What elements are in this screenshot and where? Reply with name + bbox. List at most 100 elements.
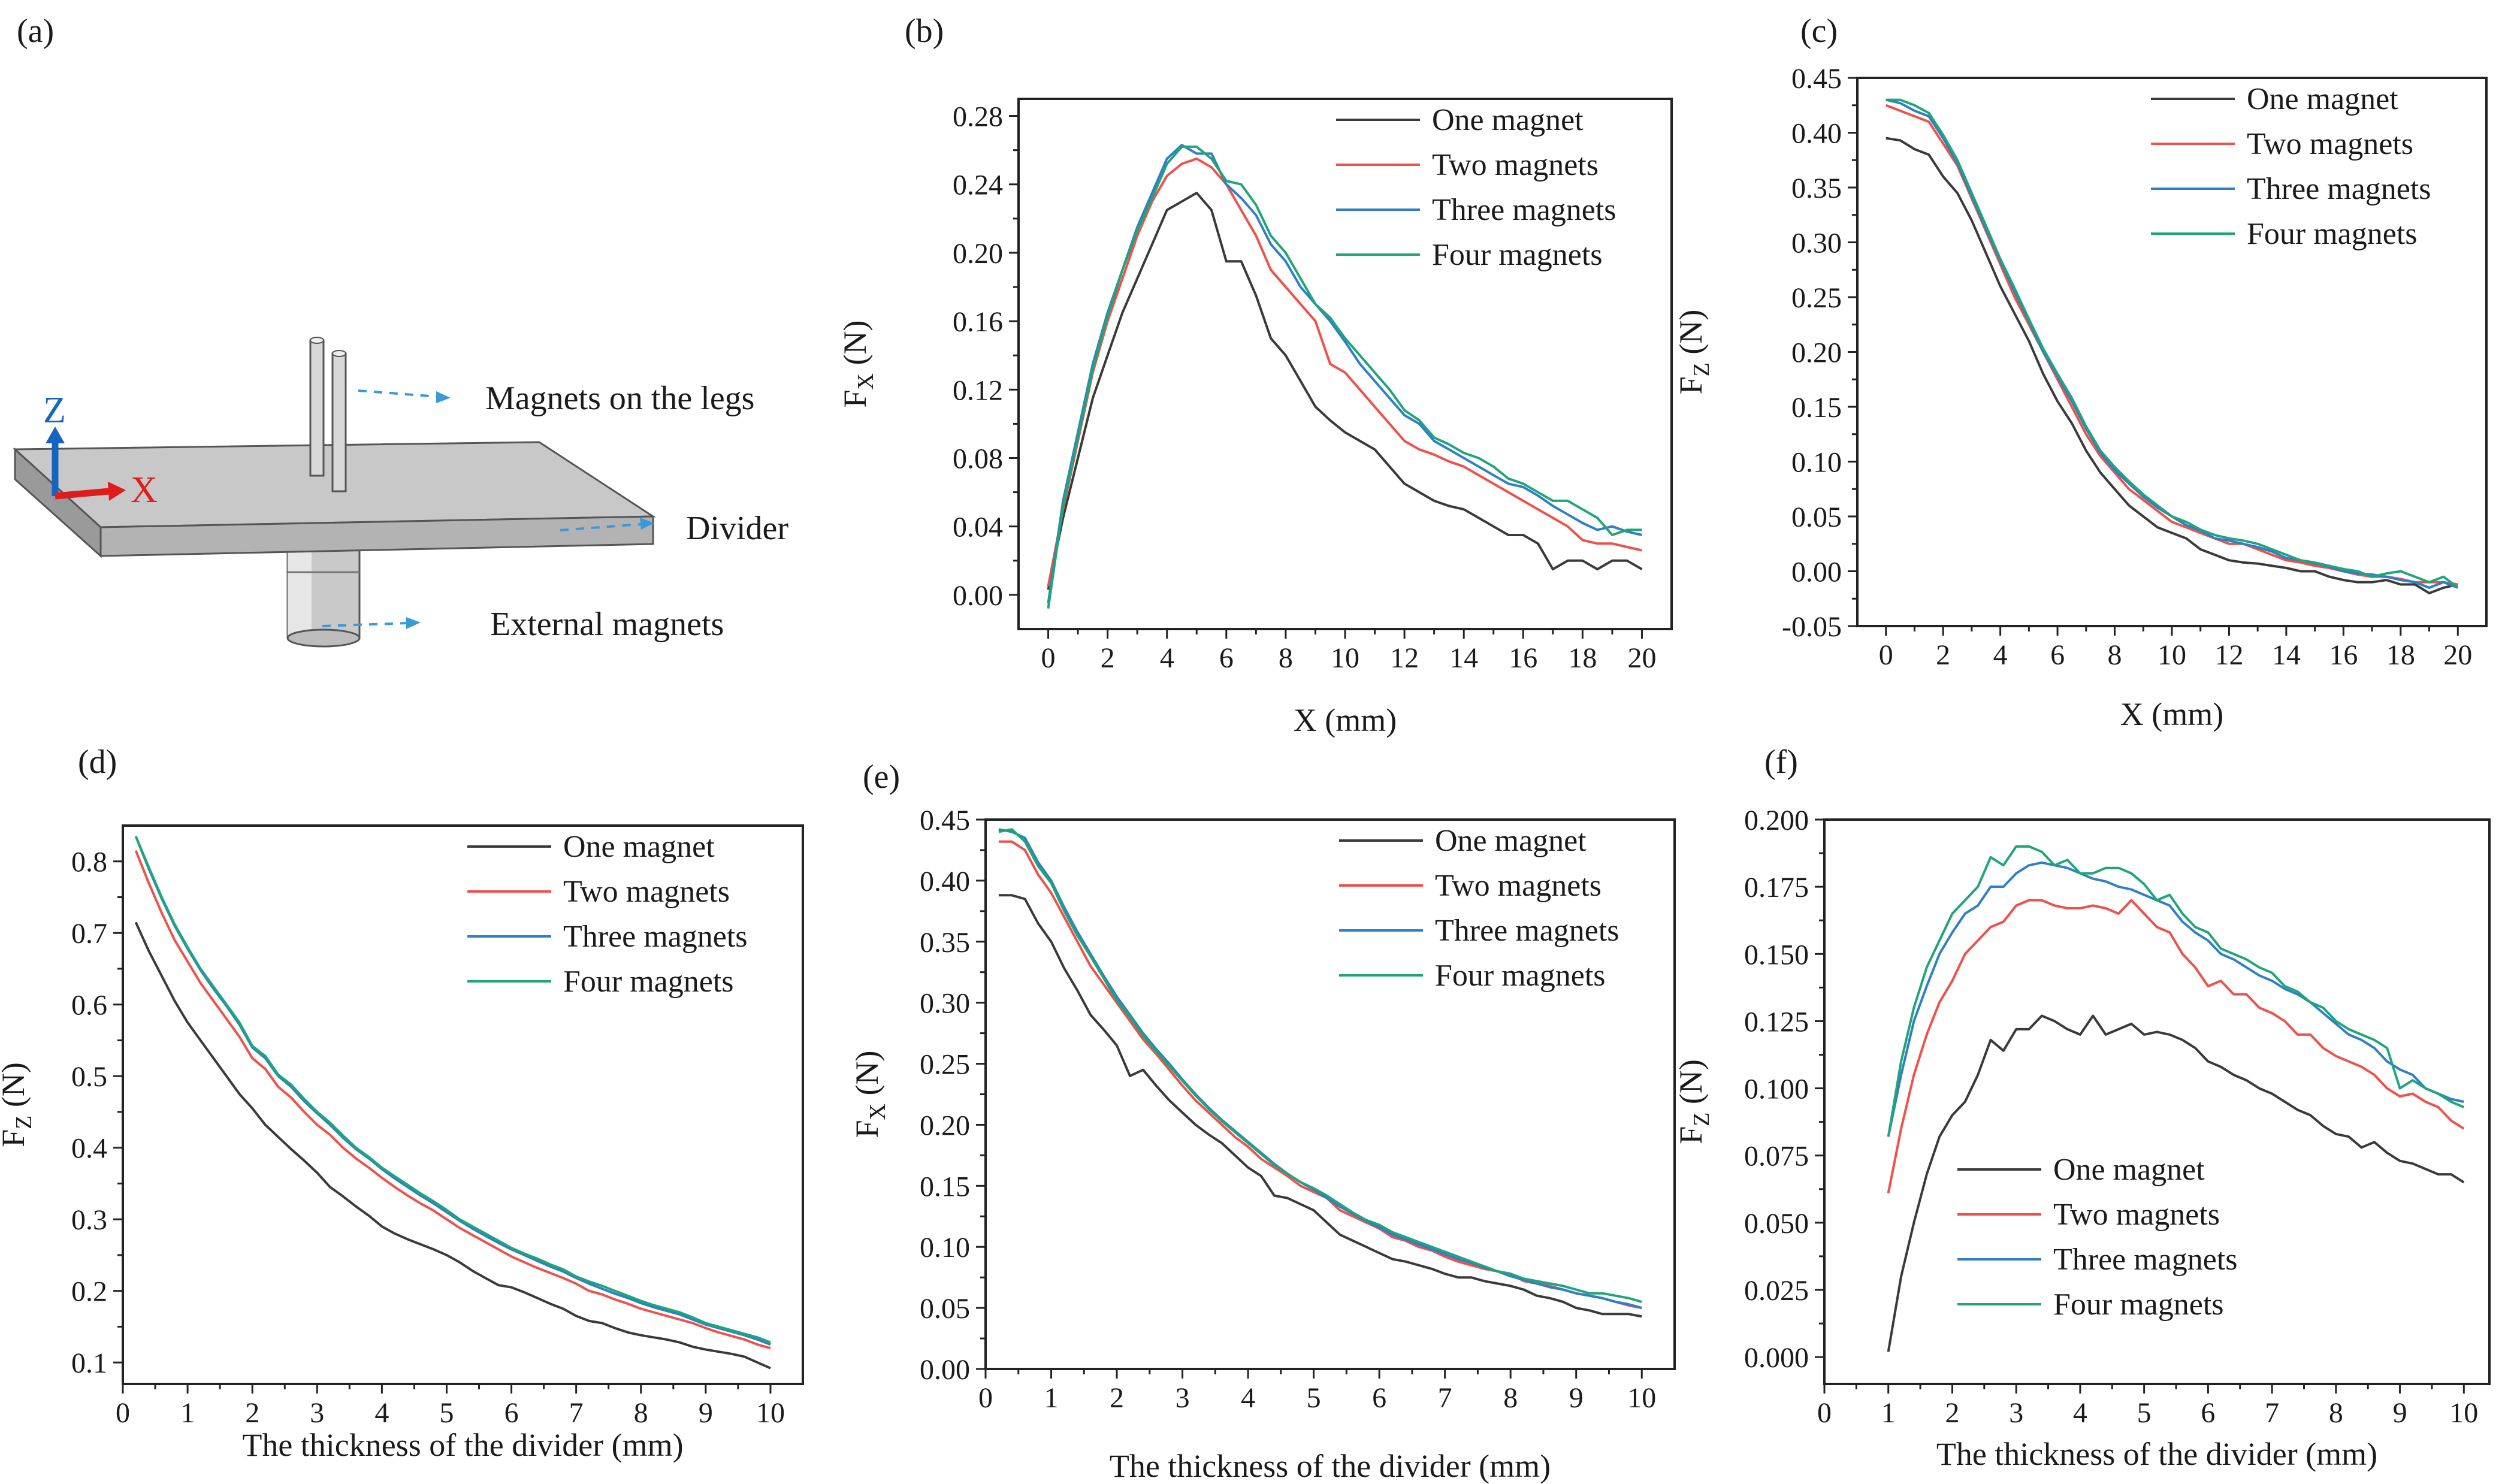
x-tick-label: 4 bbox=[2073, 1397, 2087, 1429]
y-axis-title: FZ (N) bbox=[1673, 1059, 1714, 1144]
y-axis-title: FX (N) bbox=[849, 1051, 890, 1138]
y-axis-title: FX (N) bbox=[837, 321, 878, 408]
y-tick-label: 0.25 bbox=[1791, 282, 1842, 314]
legend-label: One magnet bbox=[1435, 824, 1587, 858]
legend-label: Three magnets bbox=[2053, 1243, 2238, 1277]
x-tick-label: 4 bbox=[1160, 642, 1174, 674]
y-tick-label: 0.08 bbox=[953, 443, 1003, 475]
x-tick-label: 14 bbox=[2272, 639, 2301, 671]
x-tick-label: 4 bbox=[1241, 1382, 1255, 1414]
legend-label: Three magnets bbox=[563, 920, 748, 954]
x-tick-label: 3 bbox=[310, 1397, 324, 1429]
plot-frame bbox=[1823, 818, 2491, 1385]
x-tick-label: 18 bbox=[2386, 639, 2415, 671]
series-group bbox=[1887, 845, 2465, 1352]
y-tick-label: 0.5 bbox=[71, 1061, 107, 1093]
x-tick-label: 5 bbox=[2137, 1397, 2152, 1429]
y-tick-label: 0.00 bbox=[1791, 557, 1842, 588]
y-tick-label: 0.30 bbox=[920, 988, 970, 1020]
y-tick-label: 0.7 bbox=[71, 918, 107, 950]
y-tick-label: -0.05 bbox=[1782, 611, 1842, 643]
series-line-4 bbox=[134, 836, 771, 1344]
y-tick-label: 0.125 bbox=[1744, 1006, 1809, 1038]
x-tick-label: 16 bbox=[1509, 642, 1537, 674]
series-line-1 bbox=[1885, 137, 2458, 595]
leg-magnets bbox=[309, 337, 347, 492]
x-tick-label: 0 bbox=[1817, 1397, 1832, 1429]
x-tick-label: 6 bbox=[1219, 642, 1234, 674]
x-tick-label: 6 bbox=[2201, 1397, 2215, 1429]
y-tick-label: 0.000 bbox=[1744, 1342, 1809, 1374]
x-tick-label: 10 bbox=[756, 1397, 785, 1429]
series-line-2 bbox=[1887, 899, 2465, 1193]
x-tick-label: 0 bbox=[1041, 642, 1056, 674]
y-axis-title: FZ (N) bbox=[0, 1062, 37, 1147]
legend-label: Three magnets bbox=[2247, 172, 2431, 206]
x-tick-label: 7 bbox=[2265, 1397, 2279, 1429]
x-tick-label: 18 bbox=[1568, 642, 1597, 674]
x-axis-title: X (mm) bbox=[1294, 702, 1397, 738]
x-axis-title: X (mm) bbox=[2120, 696, 2223, 732]
y-tick-label: 0.15 bbox=[1791, 392, 1842, 424]
x-tick-label: 14 bbox=[1449, 642, 1478, 674]
y-tick-label: 0.28 bbox=[953, 101, 1003, 133]
annotation-divider: Divider bbox=[686, 510, 788, 547]
y-tick-label: 0.25 bbox=[920, 1049, 970, 1081]
legend-label: Three magnets bbox=[1435, 914, 1619, 948]
external-magnet bbox=[286, 541, 361, 648]
y-tick-label: 0.10 bbox=[920, 1232, 970, 1264]
panel-label: (c) bbox=[1800, 13, 1838, 50]
legend-label: Four magnets bbox=[1432, 238, 1603, 272]
series-line-3 bbox=[134, 836, 771, 1346]
y-tick-label: 0.35 bbox=[1791, 173, 1842, 204]
panel-a-schematic: (a) Z X bbox=[13, 13, 788, 648]
y-tick-label: 0.05 bbox=[920, 1293, 970, 1325]
x-tick-label: 9 bbox=[699, 1397, 713, 1429]
annotation-external-magnets: External magnets bbox=[490, 606, 724, 643]
x-tick-label: 8 bbox=[2108, 639, 2122, 671]
y-tick-label: 0.45 bbox=[1791, 63, 1842, 95]
panel-label: (b) bbox=[905, 13, 944, 50]
legend: One magnet Two magnets Three magnets Four m… bbox=[1957, 1153, 2238, 1322]
series-group bbox=[1047, 144, 1643, 609]
x-tick-label: 7 bbox=[1438, 1382, 1452, 1414]
x-tick-label: 9 bbox=[1569, 1382, 1584, 1414]
legend-label: Two magnets bbox=[1435, 869, 1602, 903]
y-tick-label: 0.1 bbox=[71, 1347, 107, 1379]
charts: (b)0 2 4 6 8 10 12 14 16 18 200.000.040.080.120.16… bbox=[0, 13, 2491, 1484]
y-tick-label: 0.45 bbox=[920, 805, 970, 836]
chart-5: (f) 0 1 2 3 4 5 6 7 8 9 10 0.000 0.025 0.050 0.075 0.100… bbox=[1673, 743, 2491, 1472]
y-tick-label: 0.24 bbox=[953, 170, 1003, 201]
x-tick-label: 20 bbox=[2443, 639, 2472, 671]
legend-label: Two magnets bbox=[563, 875, 730, 909]
x-tick-label: 12 bbox=[1390, 642, 1419, 674]
x-tick-label: 0 bbox=[116, 1397, 130, 1429]
plot-frame bbox=[122, 824, 804, 1385]
axis-z-label: Z bbox=[43, 390, 66, 431]
annotations bbox=[322, 389, 654, 629]
y-tick-label: 0.16 bbox=[953, 306, 1003, 338]
x-tick-label: 0 bbox=[1879, 639, 1893, 671]
y-tick-label: 0.6 bbox=[71, 990, 107, 1021]
x-tick-label: 9 bbox=[2393, 1397, 2407, 1429]
x-tick-label: 6 bbox=[2050, 639, 2065, 671]
chart-1: (b) 0 2 4 6 8 10 12 14 16 18 20 0.00 0.04 0.08 0.12 0.16… bbox=[837, 13, 1673, 738]
y-tick-label: 0.00 bbox=[920, 1354, 970, 1386]
y-tick-label: 0.20 bbox=[920, 1110, 970, 1141]
y-tick-label: 0.04 bbox=[953, 512, 1003, 543]
x-tick-label: 10 bbox=[2158, 639, 2186, 671]
x-axis-title: The thickness of the divider (mm) bbox=[1936, 1436, 2377, 1472]
x-tick-label: 1 bbox=[180, 1397, 195, 1429]
y-tick-label: 0.4 bbox=[71, 1133, 107, 1165]
axis-triad: Z X bbox=[43, 390, 158, 510]
y-tick-label: 0.05 bbox=[1791, 501, 1842, 533]
legend-label: Four magnets bbox=[2247, 217, 2418, 251]
annotation-leg-magnets: Magnets on the legs bbox=[485, 380, 754, 417]
y-tick-label: 0.35 bbox=[920, 927, 970, 959]
chart-3: (d) 0 1 2 3 4 5 6 7 8 9 10 0.1 0.2 0.3 0.4 0.5 0.6 0.7 0.8 T… bbox=[0, 743, 804, 1463]
y-tick-label: 0.10 bbox=[1791, 447, 1842, 479]
y-tick-label: 0.3 bbox=[71, 1204, 107, 1236]
series-line-1 bbox=[1047, 192, 1643, 590]
y-tick-label: 0.175 bbox=[1744, 872, 1809, 903]
